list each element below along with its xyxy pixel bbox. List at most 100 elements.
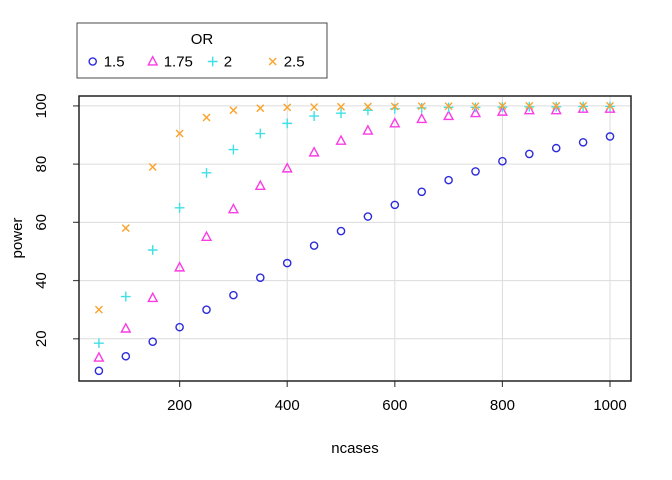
data-point-or-1.5 <box>121 351 131 361</box>
data-point-or-2.5 <box>579 101 588 110</box>
legend-label-or-2: 2 <box>224 54 232 71</box>
data-point-or-2.5 <box>363 102 372 111</box>
data-point-or-1.5 <box>175 322 184 332</box>
data-point-or-1.5 <box>94 366 104 376</box>
legend-marker-or-1.5 <box>88 57 97 66</box>
data-point-or-1.75 <box>389 117 401 128</box>
data-point-or-1.75 <box>174 261 186 272</box>
data-point-or-2 <box>389 103 400 114</box>
data-point-or-1.5 <box>417 187 427 197</box>
plot-border <box>78 95 632 382</box>
data-points <box>93 101 616 376</box>
data-point-or-1.5 <box>256 273 265 282</box>
data-point-or-1.5 <box>309 241 319 250</box>
data-point-or-1.5 <box>390 200 400 210</box>
data-point-or-1.75 <box>308 146 320 157</box>
data-point-or-2 <box>336 108 346 119</box>
legend: OR 1.5 1.75 2 2.5 <box>76 22 328 79</box>
data-point-or-1.5 <box>363 212 373 221</box>
data-point-or-1.5 <box>525 149 534 159</box>
data-point-or-1.75 <box>523 103 535 115</box>
legend-label-or-2.5: 2.5 <box>284 54 305 71</box>
data-point-or-1.75 <box>200 230 213 241</box>
data-point-or-1.5 <box>282 258 292 268</box>
data-point-or-2.5 <box>390 102 399 111</box>
legend-title: OR <box>191 31 214 48</box>
data-point-or-1.75 <box>469 106 482 118</box>
data-point-or-1.75 <box>120 322 132 333</box>
legend-label-or-1.75: 1.75 <box>164 54 193 71</box>
data-point-or-1.75 <box>416 112 428 124</box>
data-point-or-2 <box>255 128 266 139</box>
data-point-or-2 <box>443 102 454 113</box>
data-point-or-2 <box>309 111 320 121</box>
x-axis-title: ncases <box>331 440 379 457</box>
data-point-or-1.5 <box>336 226 346 236</box>
y-axis-tick-labels: 20 40 60 80 100 <box>33 93 50 347</box>
legend-label-or-1.5: 1.5 <box>104 54 125 71</box>
x-tick-label-800: 800 <box>490 397 515 414</box>
data-point-or-2 <box>470 102 481 113</box>
data-point-or-2 <box>497 102 508 112</box>
data-point-or-2.5 <box>121 224 130 233</box>
data-point-or-1.75 <box>362 124 374 135</box>
y-axis-ticks <box>73 105 79 340</box>
data-point-or-2 <box>282 118 293 129</box>
data-point-or-1.75 <box>443 109 455 121</box>
data-point-or-2.5 <box>256 104 265 113</box>
data-point-or-2 <box>120 291 131 302</box>
data-point-or-2.5 <box>337 102 346 111</box>
data-point-or-1.75 <box>335 134 347 145</box>
data-point-or-2.5 <box>471 102 480 111</box>
y-tick-label-20: 20 <box>33 330 50 347</box>
data-point-or-2 <box>147 245 158 255</box>
gridlines <box>79 96 631 381</box>
x-tick-label-400: 400 <box>275 397 300 414</box>
data-point-or-1.75 <box>147 291 159 303</box>
data-point-or-1.75 <box>550 103 562 115</box>
data-point-or-1.5 <box>202 305 211 314</box>
legend-marker-or-2 <box>207 56 218 67</box>
data-point-or-1.5 <box>578 137 588 147</box>
data-point-or-2.5 <box>444 102 453 111</box>
data-point-or-2.5 <box>552 101 561 110</box>
data-point-or-2.5 <box>229 106 238 115</box>
legend-marker-or-2.5 <box>268 57 277 66</box>
x-tick-label-200: 200 <box>167 397 192 414</box>
legend-marker-or-1.75 <box>147 55 159 66</box>
data-point-or-2.5 <box>175 129 184 138</box>
data-point-or-2.5 <box>525 101 534 110</box>
data-point-or-1.5 <box>229 290 238 300</box>
data-point-or-2.5 <box>310 103 319 112</box>
x-tick-label-600: 600 <box>382 397 407 414</box>
data-point-or-2 <box>416 103 427 113</box>
y-tick-label-40: 40 <box>33 272 50 289</box>
x-axis-ticks <box>179 381 611 387</box>
data-point-or-2.5 <box>148 163 157 172</box>
data-point-or-1.75 <box>93 351 105 362</box>
data-point-or-2.5 <box>94 305 103 314</box>
data-point-or-2.5 <box>498 101 507 110</box>
data-point-or-2 <box>94 338 104 349</box>
y-axis-title: power <box>9 218 26 259</box>
data-point-or-1.5 <box>444 175 453 185</box>
data-point-or-2.5 <box>417 102 426 111</box>
data-point-or-1.5 <box>471 167 480 176</box>
data-point-or-2.5 <box>202 113 211 122</box>
data-point-or-2.5 <box>606 101 615 110</box>
data-point-or-1.75 <box>254 179 266 191</box>
y-tick-label-60: 60 <box>33 214 50 231</box>
data-point-or-1.75 <box>281 162 293 173</box>
data-point-or-1.5 <box>551 143 561 153</box>
data-point-or-2.5 <box>283 103 292 112</box>
legend-items: 1.5 1.75 2 2.5 <box>88 54 305 71</box>
y-tick-label-80: 80 <box>33 156 50 173</box>
data-point-or-2 <box>201 167 212 178</box>
data-point-or-1.5 <box>498 156 507 166</box>
data-point-or-1.5 <box>148 337 158 346</box>
data-point-or-1.75 <box>227 202 239 214</box>
data-point-or-2 <box>228 144 239 155</box>
legend-border <box>76 22 328 79</box>
